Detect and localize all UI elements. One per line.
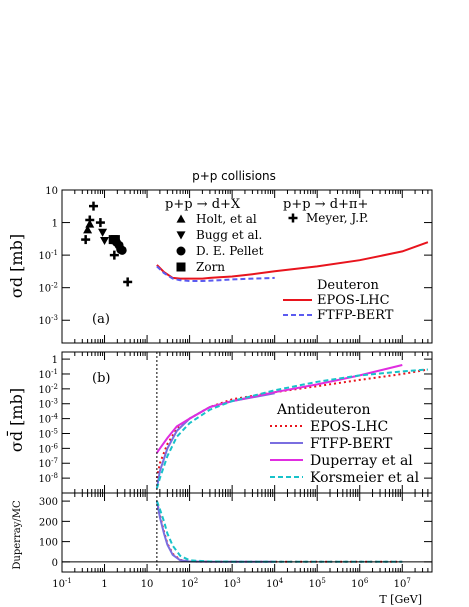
marker-triangle-down [100,236,110,246]
legend-entry: Meyer, J.P. [306,211,368,225]
y-tick-label: 200 [39,517,58,528]
legend-entry: Zorn [196,260,225,274]
y-tick-label: 10-6 [38,442,58,455]
x-tick-label: 106 [351,577,369,590]
reaction-label: p+p → d+X [165,197,241,212]
x-tick-label: 10-1 [52,577,72,590]
y-tick-label: 10-3 [38,314,58,327]
y-axis-label-b: σd̄ [mb] [5,388,26,452]
marker-triangle-down [98,228,108,237]
marker-circle [176,246,186,256]
data-layer [62,201,432,572]
y-tick-label: 10-4 [38,413,58,426]
y-tick-label: 100 [39,538,58,549]
y-tick-label: 1 [52,355,58,366]
x-tick-label: 107 [394,577,411,590]
y-tick-label: 10 [45,186,58,197]
figure-title: p+p collisions [192,169,276,183]
legend-entry: Bugg et al. [196,228,262,242]
legend-entry: FTFP-BERT [310,436,393,452]
x-axis-label: T [GeV] [379,593,422,606]
marker-square [110,235,120,245]
series-line-a [156,265,275,282]
y-tick-label: 10-8 [38,472,58,485]
text-layer: 10-1 1 10 102 103 104 105 106 10710-310-210-1110… [5,186,420,590]
legend-entry: EPOS-LHC [317,293,390,308]
y-tick-label: 300 [39,497,58,508]
x-tick-label: 104 [266,577,284,590]
legend-title: Antideuteron [276,402,371,418]
x-tick-label: 1 [101,579,107,590]
reaction-label: p+p → d+π+ [283,197,368,212]
series-line-ratio [155,500,403,563]
legend-entry: D. E. Pellet [196,244,264,258]
marker-square [176,262,186,272]
legend-entry: Holt, et al [196,212,257,226]
y-tick-label: 10-5 [38,427,58,440]
series-line-b [156,364,403,454]
legend-entry: EPOS-LHC [310,419,388,435]
y-tick-label: 10-2 [38,282,58,295]
series-line-ratio [155,500,275,563]
panel-frame-2 [61,492,433,573]
x-tick-label: 102 [181,577,198,590]
marker-triangle-up [83,225,93,234]
legend-entry: FTFP-BERT [317,308,394,323]
y-tick-label: 10-2 [38,383,58,396]
y-tick-label: 10-3 [38,398,58,411]
x-tick-label: 10 [141,579,154,590]
y-axis-label-a: σd [mb] [7,234,26,298]
y-tick-label: 10-1 [38,249,58,262]
y-axis-label-ratio: Duperray/MC [12,500,23,570]
panel-label-b: (b) [92,371,110,386]
marker-circle [117,245,127,255]
panel-frames [61,189,433,573]
legend-entry: Korsmeier et al [310,470,420,486]
x-tick-label: 105 [309,577,326,590]
x-tick-label: 103 [224,577,241,590]
marker-triangle-up [176,214,186,223]
marker-triangle-down [176,231,186,240]
series-line-a [156,241,429,280]
y-tick-label: 10-1 [38,368,58,381]
panel-label-a: (a) [92,312,110,327]
series-line-b [155,368,428,489]
panel-frame-0 [61,189,433,344]
y-tick-label: 0 [52,558,58,569]
series-line-ratio [155,500,403,563]
legend-title: Deuteron [317,278,379,293]
y-tick-label: 1 [52,219,58,230]
y-tick-label: 10-7 [38,457,58,470]
legend-entry: Duperray et al [310,453,413,469]
